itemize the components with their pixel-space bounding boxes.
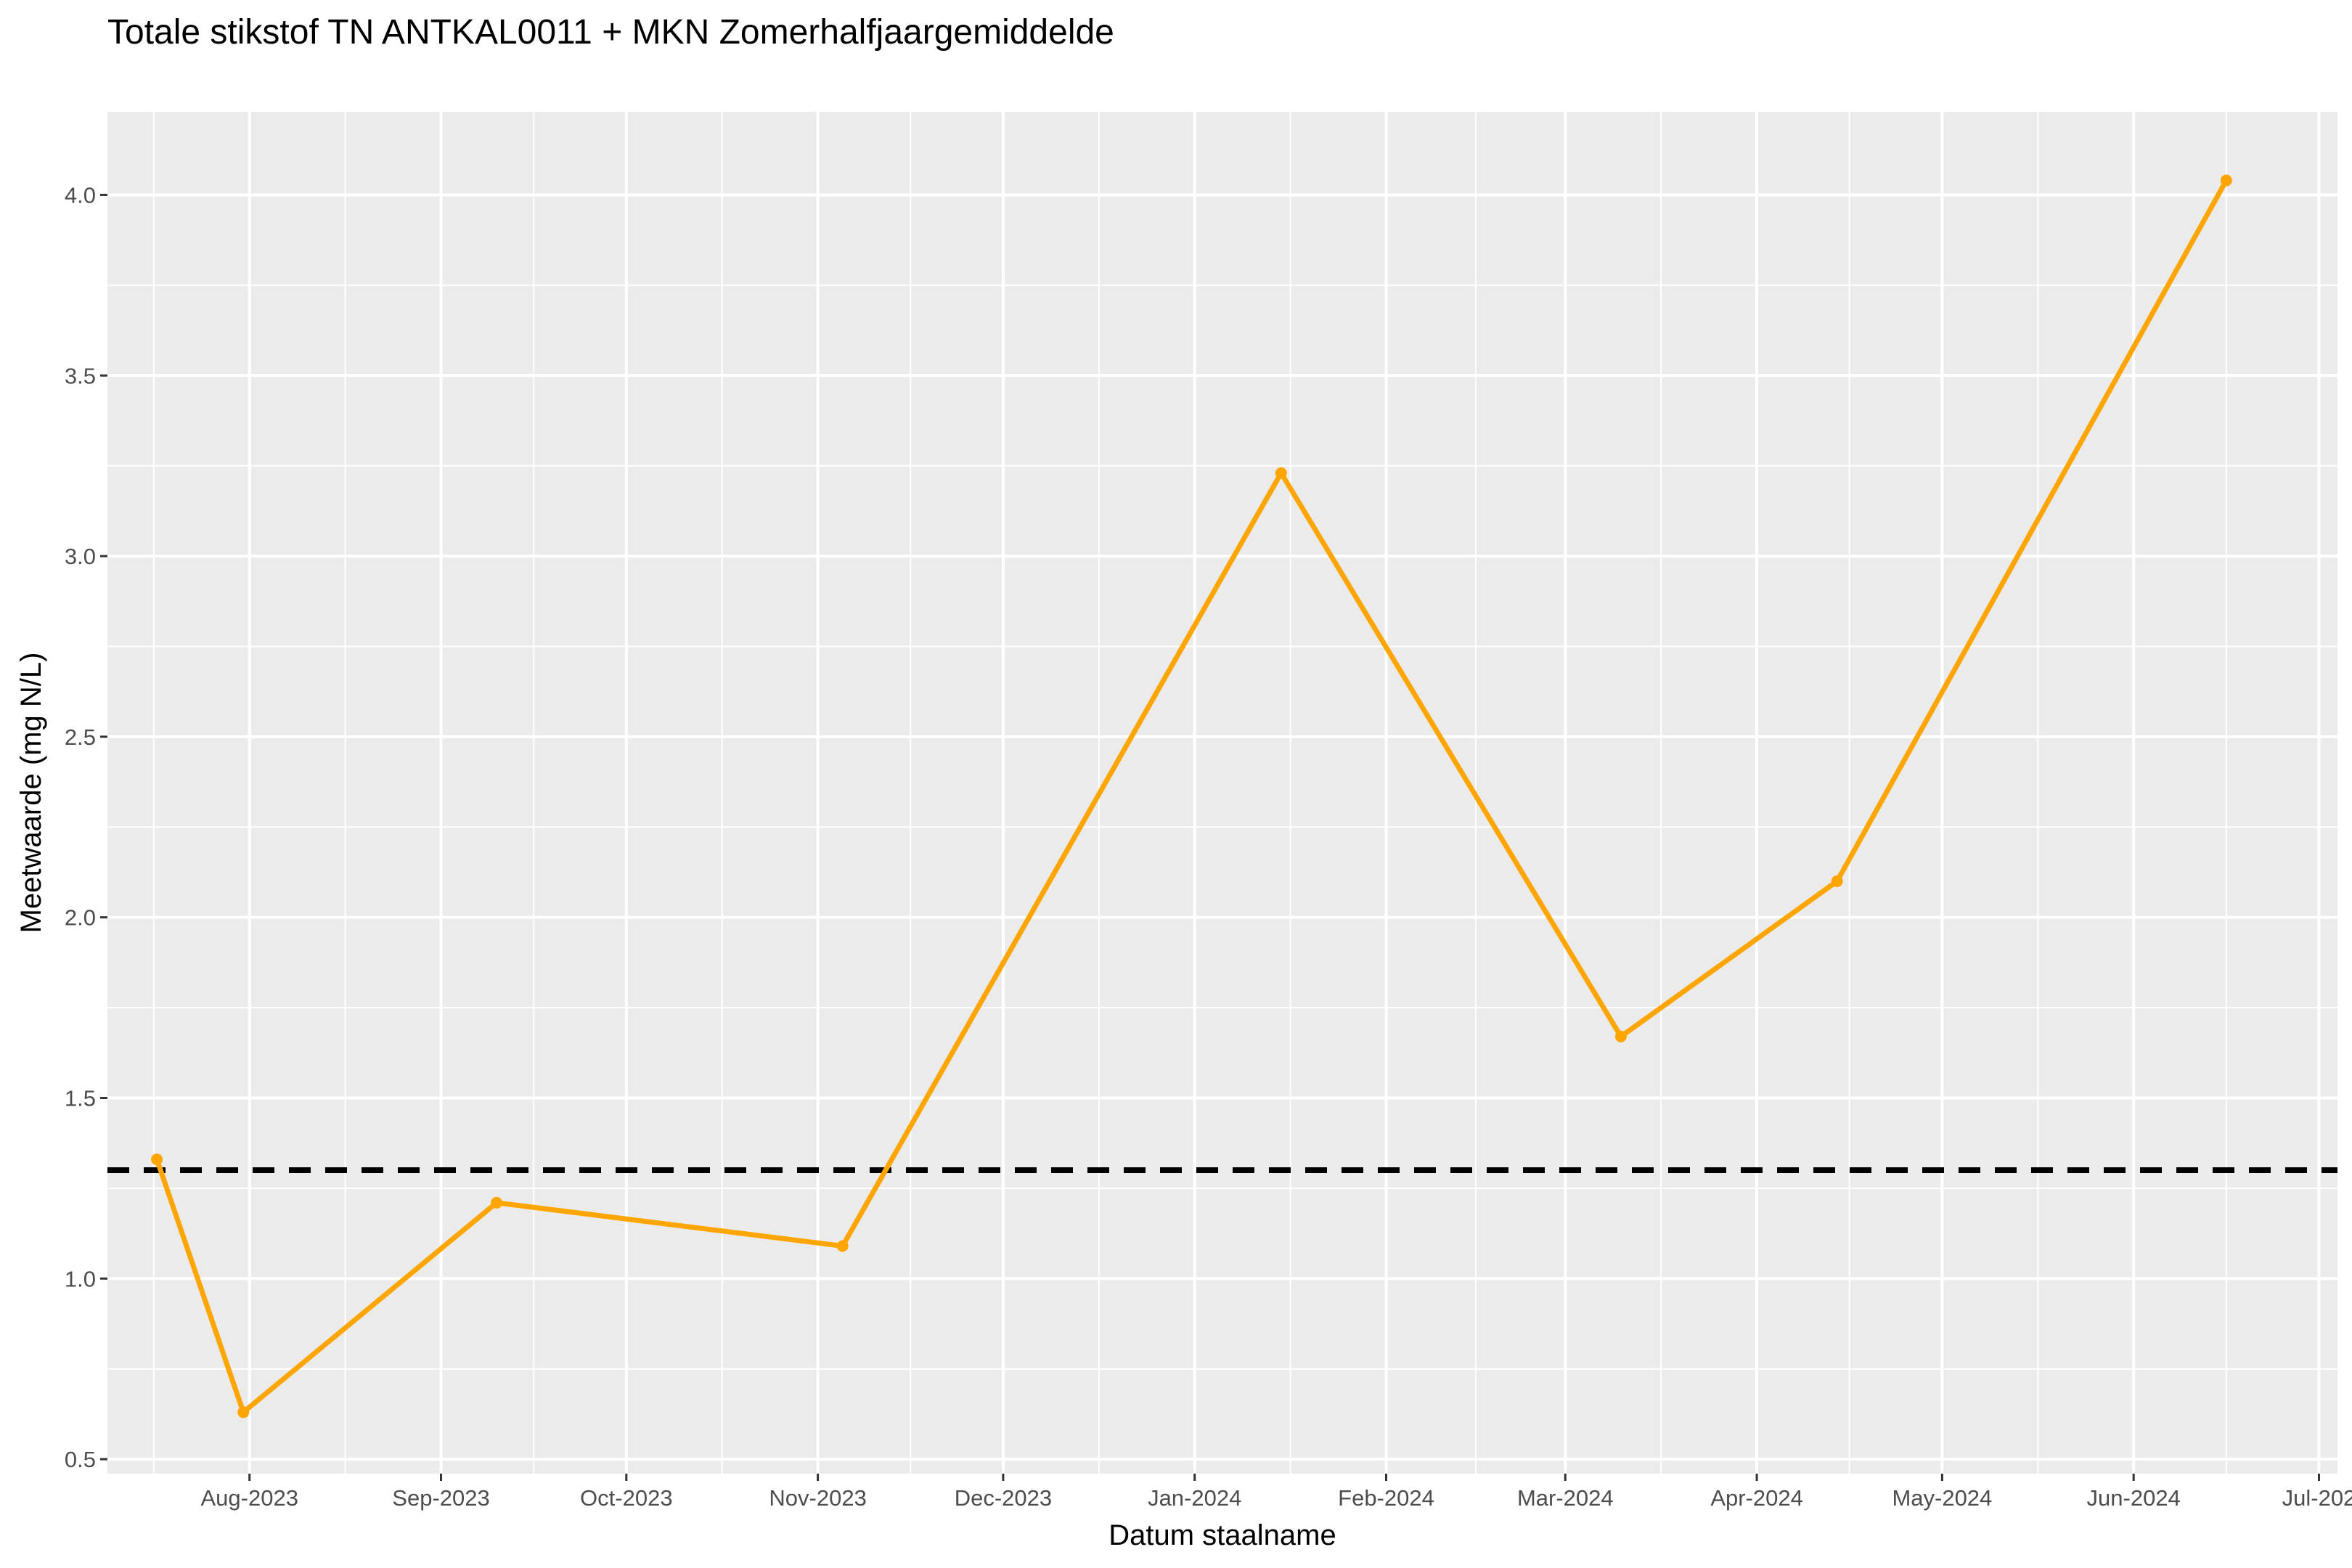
- x-tick-label: Feb-2024: [1338, 1485, 1434, 1511]
- x-tick-label: Apr-2024: [1710, 1485, 1803, 1511]
- y-tick-label: 4.0: [65, 182, 96, 208]
- y-tick-label: 3.0: [65, 544, 96, 569]
- major-gridlines: [107, 112, 2337, 1474]
- data-point: [237, 1406, 250, 1418]
- x-tick-label: Nov-2023: [769, 1485, 866, 1511]
- x-axis: Aug-2023 Sep-2023 Oct-2023 Nov-2023 Dec-2023…: [200, 1474, 2352, 1511]
- series-line: [154, 178, 2229, 1415]
- data-point: [1275, 467, 1287, 479]
- y-tick-label: 1.0: [65, 1266, 96, 1291]
- x-tick-label: Dec-2023: [955, 1485, 1052, 1511]
- data-point: [1831, 875, 1843, 887]
- series-layer: [151, 174, 2232, 1418]
- x-tick-label: Oct-2023: [580, 1485, 673, 1511]
- y-axis-title: Meetwaarde (mg N/L): [15, 653, 47, 934]
- data-point: [1614, 1030, 1627, 1042]
- x-tick-label: May-2024: [1892, 1485, 1992, 1511]
- y-tick-label: 2.5: [65, 724, 96, 750]
- data-point: [491, 1196, 503, 1209]
- y-tick-label: 3.5: [65, 363, 96, 388]
- plot-panel: [107, 112, 2337, 1474]
- x-tick-label: Sep-2023: [392, 1485, 489, 1511]
- data-point: [836, 1240, 849, 1252]
- x-tick-label: Aug-2023: [200, 1485, 298, 1511]
- y-axis: 0.5 1.0 1.5 2.0 2.5 3.0 3.5 4.0: [65, 182, 107, 1472]
- y-tick-label: 2.0: [65, 905, 96, 931]
- data-point: [2220, 174, 2232, 187]
- x-tick-label: Jul-202: [2282, 1485, 2352, 1511]
- x-axis-title: Datum staalname: [1108, 1519, 1336, 1551]
- y-tick-label: 0.5: [65, 1447, 96, 1472]
- x-tick-label: Jun-2024: [2087, 1485, 2181, 1511]
- x-tick-label: Mar-2024: [1517, 1485, 1614, 1511]
- data-point: [151, 1153, 163, 1166]
- x-tick-label: Jan-2024: [1148, 1485, 1241, 1511]
- chart-title: Totale stikstof TN ANTKAL0011 + MKN Zome…: [107, 13, 1114, 52]
- y-tick-label: 1.5: [65, 1085, 96, 1111]
